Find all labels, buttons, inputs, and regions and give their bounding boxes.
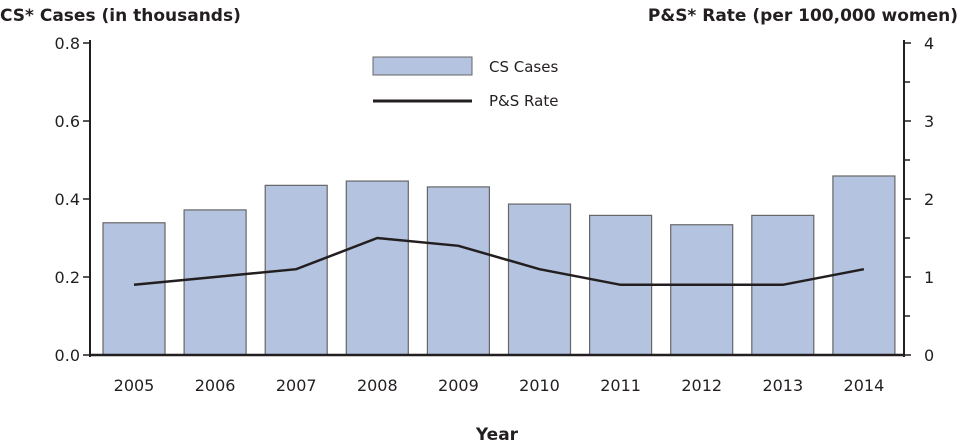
x-tick-label-2012: 2012 bbox=[681, 376, 722, 395]
bar-2014 bbox=[832, 175, 896, 356]
legend-swatch-cs-cases bbox=[372, 56, 473, 76]
y-tick-label-right-1: 1 bbox=[924, 268, 934, 287]
x-tick-label-2013: 2013 bbox=[762, 376, 803, 395]
bar-2010 bbox=[507, 203, 572, 356]
x-axis-label: Year bbox=[475, 425, 519, 445]
bar-2012 bbox=[670, 224, 734, 356]
bar-2005 bbox=[102, 222, 166, 356]
x-tick-label-2014: 2014 bbox=[844, 376, 885, 395]
x-tick-label-2009: 2009 bbox=[438, 376, 479, 395]
bar-2008 bbox=[345, 180, 409, 356]
x-tick-label-2007: 2007 bbox=[276, 376, 317, 395]
x-tick-label-2006: 2006 bbox=[195, 376, 236, 395]
bar-2006 bbox=[183, 209, 247, 356]
y-tick-label-left-0.4: 0.4 bbox=[55, 190, 80, 209]
line-ps-rate bbox=[133, 236, 865, 287]
bar-2009 bbox=[426, 186, 490, 356]
y-tick-label-left-0.8: 0.8 bbox=[55, 34, 80, 53]
y-axis-right-label: P&S* Rate (per 100,000 women) bbox=[648, 6, 958, 26]
y-tick-label-right-4: 4 bbox=[924, 34, 934, 53]
legend-label-ps-rate: P&S Rate bbox=[489, 92, 558, 110]
x-tick-label-2005: 2005 bbox=[114, 376, 155, 395]
y-tick-label-right-0: 0 bbox=[924, 346, 934, 365]
y-tick-label-right-2: 2 bbox=[924, 190, 934, 209]
y-tick-label-left-0.2: 0.2 bbox=[55, 268, 80, 287]
y-tick-label-left-0.0: 0.0 bbox=[55, 346, 80, 365]
legend-label-cs-cases: CS Cases bbox=[489, 58, 558, 76]
x-tick-label-2008: 2008 bbox=[357, 376, 398, 395]
legend: CS Cases P&S Rate bbox=[372, 56, 558, 110]
x-tick-label-2010: 2010 bbox=[519, 376, 560, 395]
y-tick-label-left-0.6: 0.6 bbox=[55, 112, 80, 131]
y-tick-label-right-3: 3 bbox=[924, 112, 934, 131]
x-tick-label-2011: 2011 bbox=[600, 376, 641, 395]
y-axis-left-label: CS* Cases (in thousands) bbox=[0, 6, 241, 26]
